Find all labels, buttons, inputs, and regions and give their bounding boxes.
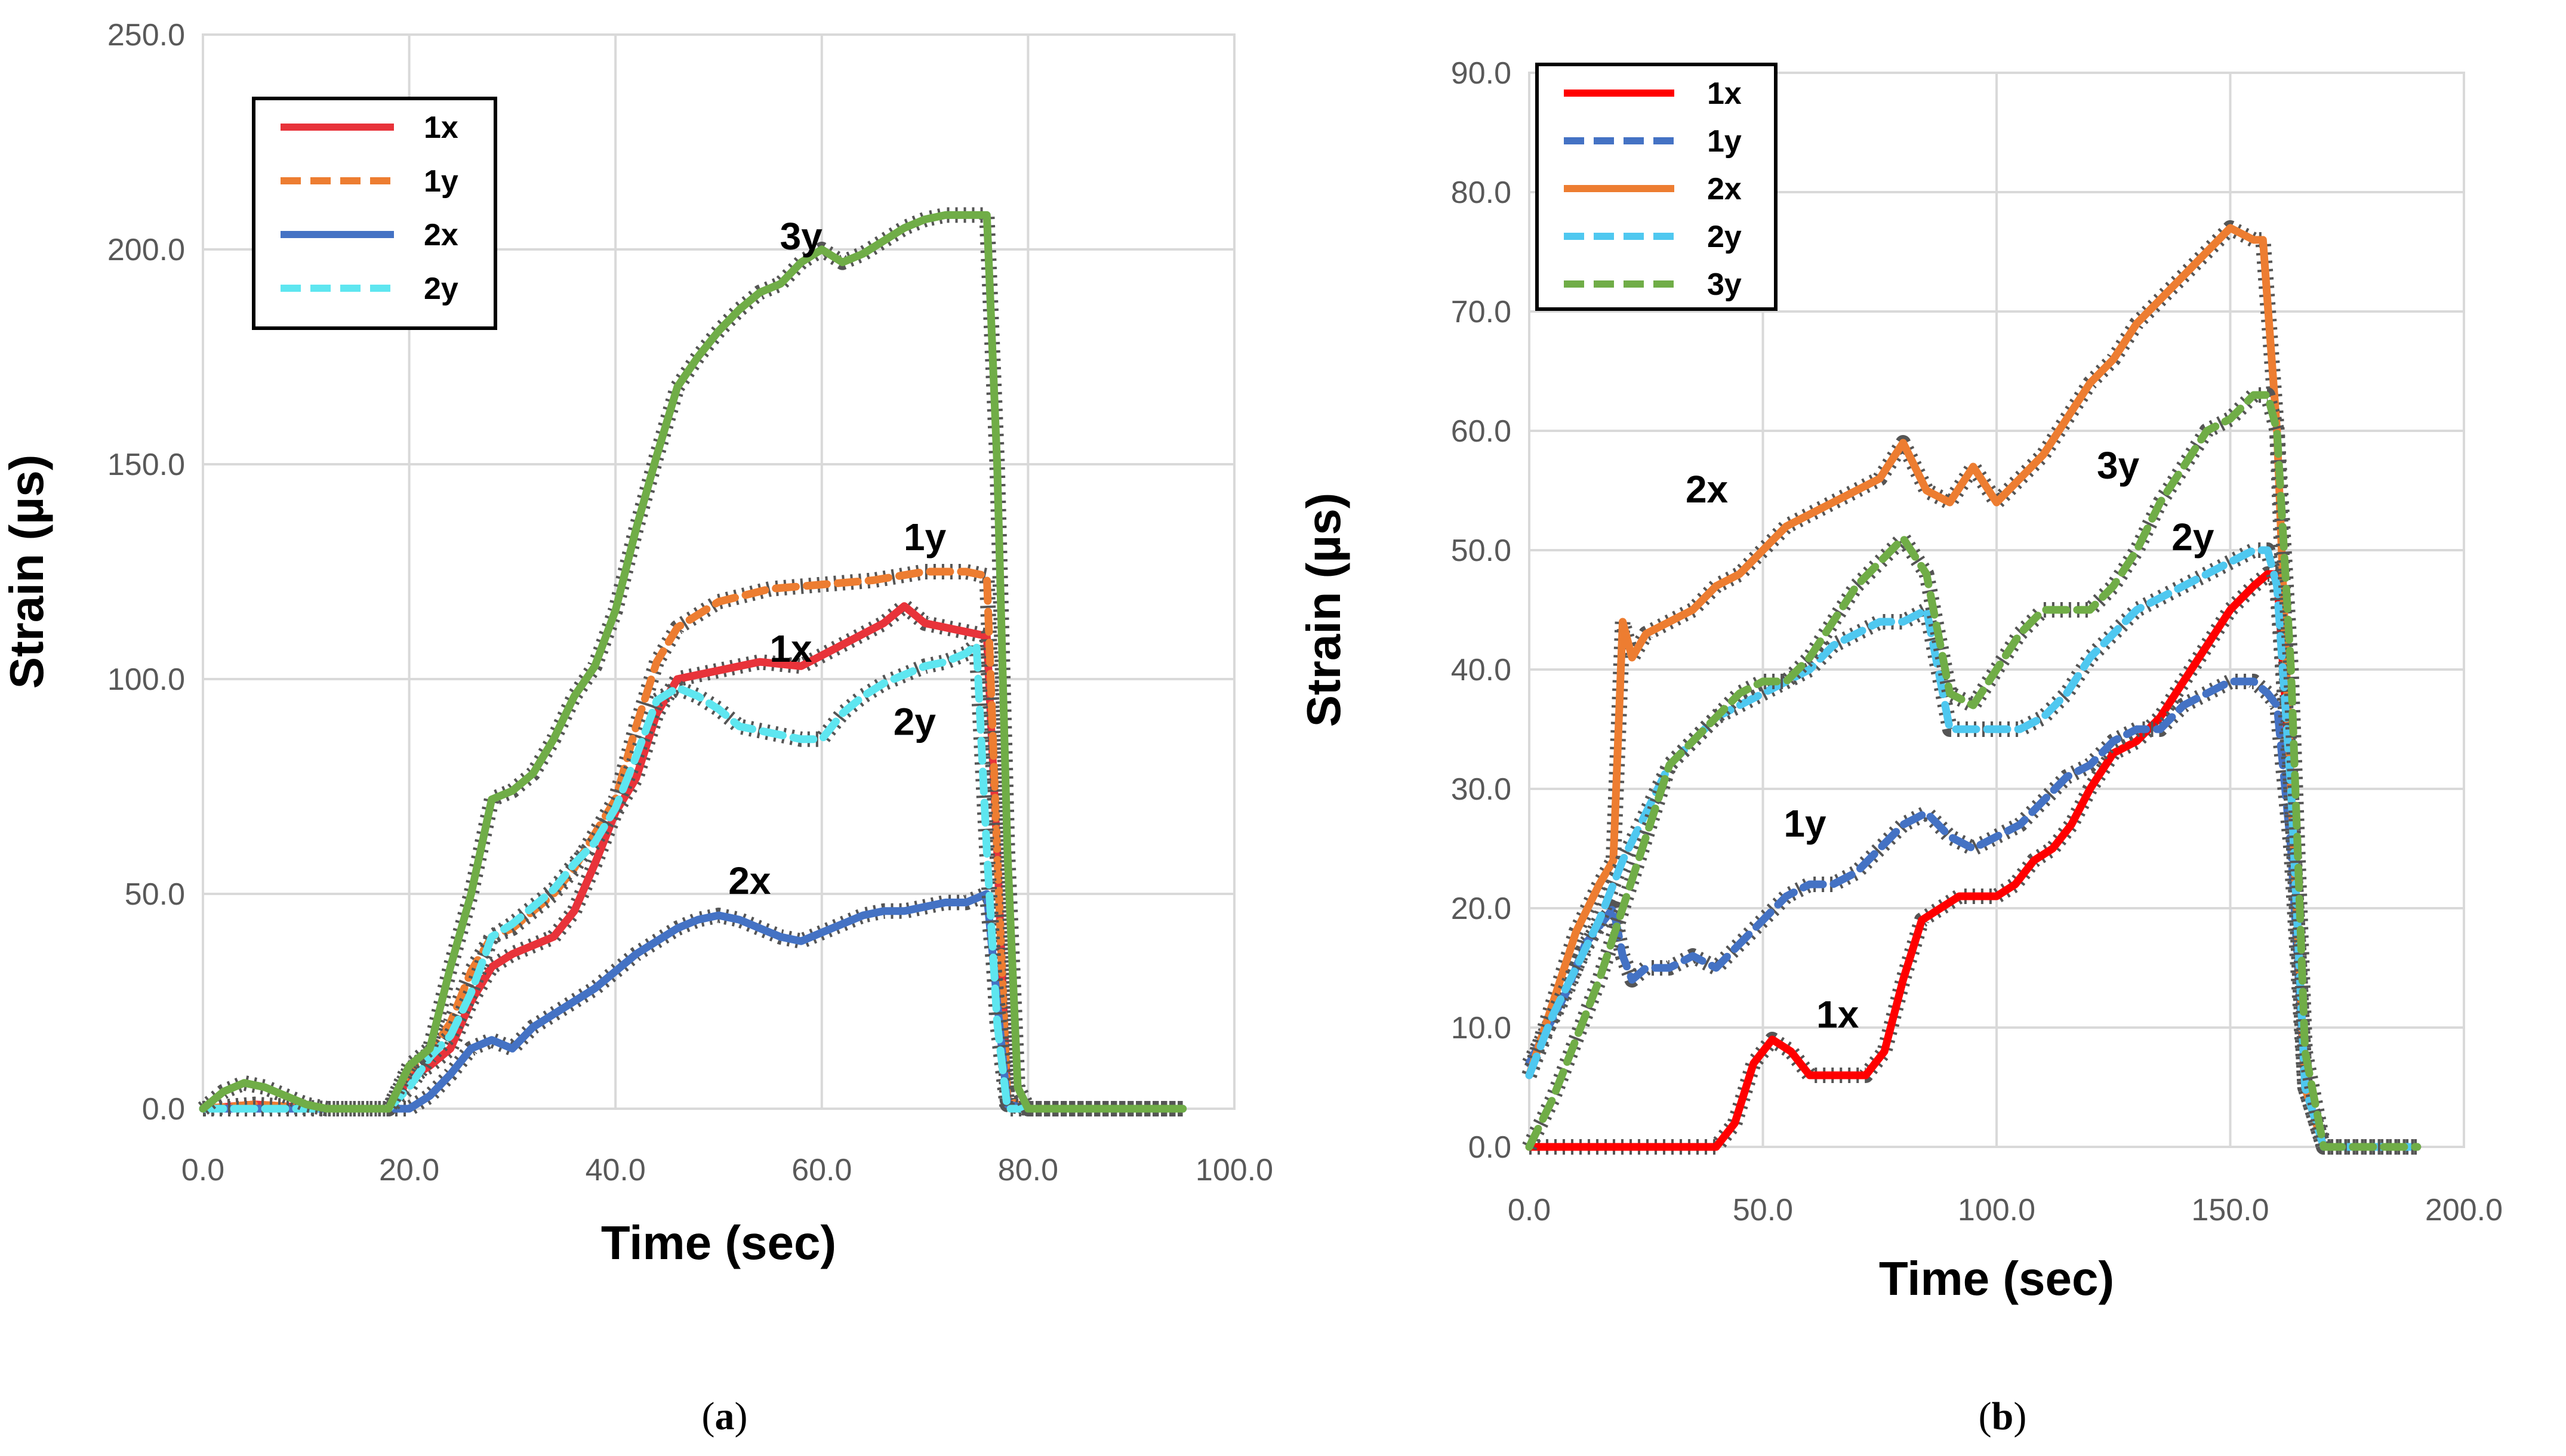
y-tick-label: 80.0 [1451,175,1511,210]
x-tick-label: 100.0 [1196,1153,1273,1187]
series-1y-errorbars [202,564,1183,1116]
series-1y-line [199,567,1187,1113]
legend-label-1x: 1x [424,110,458,145]
y-tick-label: 60.0 [1451,414,1511,449]
series-1x-line [199,602,1187,1113]
series-3y-errorbars [198,207,1183,1116]
legend-box [252,97,497,330]
y-tick-label: 50.0 [1451,533,1511,568]
annotation-2y: 2y [2171,516,2214,559]
y-axis-title: Strain (µs) [0,455,53,689]
annotation-2x: 2x [1686,468,1729,511]
y-tick-label: 150.0 [107,448,185,482]
panel-label: (b) [1979,1395,2027,1438]
annotation-1x: 1x [769,627,812,670]
y-tick-label: 70.0 [1451,295,1511,329]
x-tick-label: 200.0 [2425,1193,2503,1227]
y-tick-label: 30.0 [1451,772,1511,807]
legend-label-2y: 2y [424,272,458,306]
series-1y-line [1525,677,2422,1151]
x-tick-label: 20.0 [379,1153,439,1187]
series-1x-line [1525,570,2422,1151]
legend: 1x 1y 2x 2y 3y [1535,63,1778,311]
y-tick-label: 20.0 [1451,892,1511,926]
x-tick-label: 60.0 [791,1153,852,1187]
x-tick-label: 0.0 [1508,1193,1551,1227]
x-tick-label: 0.0 [181,1153,224,1187]
series-2y-line [199,640,1187,1113]
legend-label-2x: 2x [424,218,458,252]
y-tick-label: 0.0 [142,1092,185,1127]
series-2y-errorbars [203,637,1183,1116]
legend-label-1y: 1y [424,164,458,199]
x-tick-label: 40.0 [586,1153,646,1187]
annotation-2y: 2y [894,701,937,744]
legend-label-1x: 1x [1707,76,1742,111]
annotation-1y: 1y [904,516,947,559]
x-axis-title: Time (sec) [1879,1252,2114,1305]
annotation-2x: 2x [728,859,771,902]
y-tick-label: 100.0 [107,662,185,697]
y-tick-label: 50.0 [125,877,185,912]
legend: 1x 1y 2x 2y [252,97,497,330]
legend-label-2x: 2x [1707,172,1742,206]
x-tick-label: 80.0 [998,1153,1058,1187]
chart-b: 0.0 10.0 20.0 30.0 40.0 50.0 60.0 70.0 80.0 90.0 0… [1297,56,2503,1438]
y-tick-label: 10.0 [1451,1011,1511,1045]
series-1y-errorbars [1522,674,2417,1155]
legend-label-3y: 3y [1707,267,1742,302]
series-3y-line [199,211,1187,1113]
x-axis-title: Time (sec) [601,1216,836,1269]
y-tick-label: 0.0 [1468,1130,1511,1165]
series-2x-errorbars [203,886,1183,1116]
x-tick-label: 150.0 [2191,1193,2269,1227]
panel-label: (a) [702,1395,748,1438]
x-tick-label: 50.0 [1733,1193,1793,1227]
series-3y-line [1525,391,2422,1151]
y-tick-label: 90.0 [1451,56,1511,91]
y-tick-label: 200.0 [107,233,185,267]
y-tick-label: 40.0 [1451,653,1511,687]
annotation-3y: 3y [2097,444,2140,487]
legend-label-2y: 2y [1707,220,1742,254]
series-2x-line [1525,224,2422,1151]
series-2x-line [199,890,1187,1113]
annotation-1y: 1y [1783,802,1826,845]
x-tick-label: 100.0 [1958,1193,2035,1227]
annotation-3y: 3y [780,215,823,258]
y-axis-title: Strain (µs) [1297,493,1350,727]
y-tick-label: 250.0 [107,18,185,53]
legend-label-1y: 1y [1707,124,1742,159]
series-1x-errorbars [202,598,1183,1116]
chart-a: 0.0 50.0 100.0 150.0 200.0 250.0 0.0 20.0 40.0 60… [0,18,1273,1438]
annotation-1x: 1x [1816,993,1859,1036]
